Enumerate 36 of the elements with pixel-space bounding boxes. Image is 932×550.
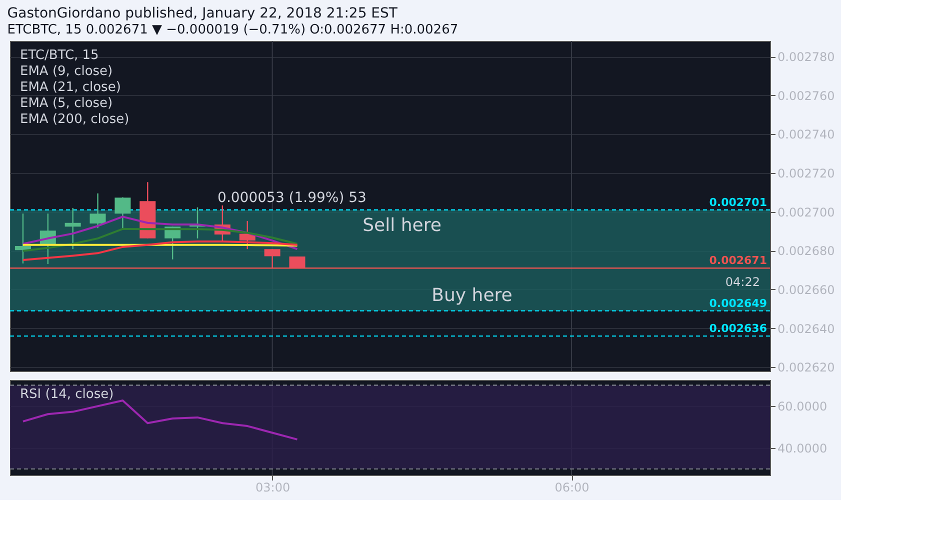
candlestick bbox=[114, 196, 131, 229]
y-tick-label: 0.002760 bbox=[778, 88, 835, 103]
annotation: EMA (200, close) bbox=[20, 112, 130, 127]
ref-line-label: 0.002649 bbox=[709, 296, 767, 310]
annotation: ETC/BTC, 15 bbox=[20, 48, 99, 63]
annotation: Buy here bbox=[432, 285, 512, 306]
ref-line-label: 0.002671 bbox=[709, 254, 767, 268]
ref-line-label: 0.002636 bbox=[709, 322, 768, 336]
line-series bbox=[22, 240, 298, 261]
annotation: 04:22 bbox=[725, 275, 760, 289]
ref-line-label: 0.002701 bbox=[709, 196, 767, 209]
y-tick-label: 0.002780 bbox=[778, 50, 835, 64]
x-tick-label: 03:00 bbox=[256, 480, 290, 494]
y-tick-label: 60.0000 bbox=[778, 400, 828, 414]
y-tick-label: 40.0000 bbox=[778, 442, 828, 456]
y-tick-label: 0.002720 bbox=[778, 166, 835, 180]
y-tick-label: 0.002700 bbox=[778, 205, 835, 220]
annotation: EMA (5, close) bbox=[20, 96, 113, 111]
line-series bbox=[22, 400, 298, 440]
y-tick-label: 0.002660 bbox=[778, 282, 835, 297]
annotation: Sell here bbox=[362, 215, 442, 236]
y-tick-label: 0.002740 bbox=[778, 128, 835, 142]
x-tick-label: 06:00 bbox=[554, 480, 590, 494]
candlestick bbox=[64, 207, 81, 250]
candlestick bbox=[90, 192, 106, 229]
chart-title: GastonGiordano published, January 22, 2018 21:25 EST bbox=[7, 6, 398, 22]
candlestick bbox=[14, 212, 31, 264]
y-tick-label: 0.002680 bbox=[778, 244, 835, 258]
annotation: 0.000053 (1.99%) 53 bbox=[218, 190, 366, 206]
y-tick-label: 0.002640 bbox=[778, 322, 835, 336]
annotation: RSI (14, close) bbox=[20, 387, 114, 402]
line-series bbox=[22, 216, 298, 250]
annotation: EMA (21, close) bbox=[20, 80, 121, 95]
chart-subtitle: ETCBTC, 15 0.002671 ▼ −0.000019 (−0.71%) O:0.002677 H:0.00267 bbox=[7, 22, 458, 38]
annotation: EMA (9, close) bbox=[20, 64, 113, 79]
y-tick-label: 0.002620 bbox=[778, 360, 835, 375]
